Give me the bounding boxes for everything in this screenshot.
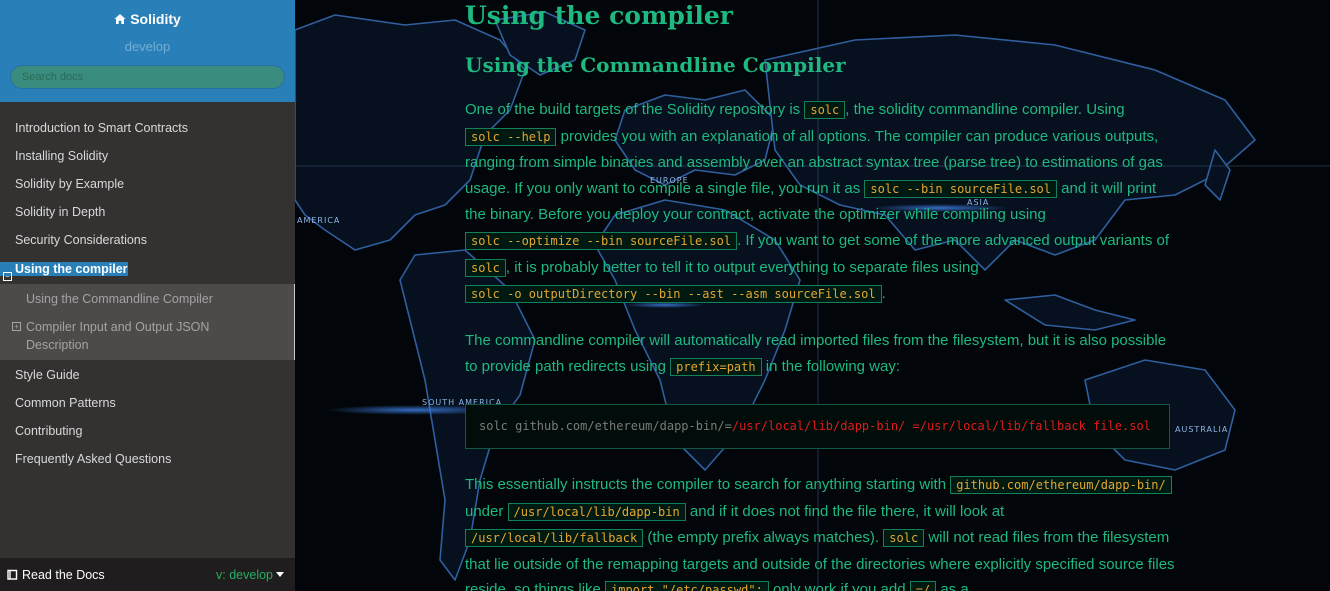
inline-code: solc <box>883 529 925 548</box>
inline-code: solc -o outputDirectory --bin --ast --as… <box>465 285 882 304</box>
landmass-asia <box>764 34 1256 271</box>
nav-item-in-depth[interactable]: Solidity in Depth <box>15 205 106 219</box>
collapse-icon[interactable]: − <box>3 272 12 281</box>
nav-item-style-guide[interactable]: Style Guide <box>15 368 80 382</box>
section-heading: Using the Commandline Compiler <box>465 53 846 77</box>
inline-code: solc --bin sourceFile.sol <box>864 179 1058 198</box>
sidebar: Solidity develop Introduction to Smart C… <box>0 0 295 591</box>
expand-icon[interactable]: + <box>12 322 21 331</box>
nav-item-by-example[interactable]: Solidity by Example <box>15 177 125 191</box>
text: The commandline compiler will automatica… <box>465 332 1167 375</box>
text: and if it does not find the file there, … <box>685 502 1005 520</box>
caret-down-icon <box>276 572 284 577</box>
nav-item-installing[interactable]: Installing Solidity <box>15 149 109 163</box>
text: . <box>881 285 886 303</box>
paragraph-explanation: This essentially instructs the compiler … <box>465 472 1180 591</box>
landmass-europe <box>614 89 776 186</box>
nav-item-using-compiler[interactable]: − Using the compiler <box>0 262 128 281</box>
rtd-version-bar[interactable]: Read the Docs v: develop <box>0 558 295 591</box>
home-icon <box>114 14 126 24</box>
project-name: Solidity <box>130 11 181 27</box>
main-content: AMERICA EUROPE ASIA SOUTH AMERICA AUSTRA… <box>295 0 1330 591</box>
text: as a <box>936 581 969 591</box>
version-label: develop <box>124 39 171 54</box>
rtd-label-group: Read the Docs <box>7 568 105 582</box>
inline-code: =/ <box>909 581 937 591</box>
landmass-indonesia <box>1004 294 1136 331</box>
nav-current-label: Using the compiler <box>15 262 128 276</box>
text: under <box>465 502 508 520</box>
map-label-south-america: SOUTH AMERICA <box>422 398 502 407</box>
code-block: solc github.com/ethereum/dapp-bin/=/usr/… <box>465 404 1170 449</box>
map-label-australia: AUSTRALIA <box>1175 425 1228 434</box>
nav-subitem-json-label: Compiler Input and Output JSON Descripti… <box>26 320 210 352</box>
code-highlight: /usr/local/lib/dapp-bin/ =/usr/local/lib… <box>731 419 1151 433</box>
paragraph-intro: One of the build targets of the Solidity… <box>465 97 1180 308</box>
code-plain: solc github.com/ethereum/dapp-bin/= <box>479 419 732 433</box>
version-switcher[interactable]: v: develop <box>216 568 284 582</box>
text: . If you want to get some of the more ad… <box>737 231 1170 249</box>
inline-code: solc --optimize --bin sourceFile.sol <box>465 231 738 250</box>
map-label-europe: EUROPE <box>650 176 689 185</box>
text: in the following way: <box>761 357 901 375</box>
inline-code: solc <box>465 258 506 277</box>
inline-code: prefix=path <box>670 357 762 376</box>
map-label-asia: ASIA <box>967 198 989 207</box>
search-input[interactable] <box>10 65 285 89</box>
inline-code: github.com/ethereum/dapp-bin/ <box>950 476 1172 494</box>
nav-menu: Introduction to Smart Contracts Installi… <box>0 114 295 473</box>
page-title: Using the compiler <box>465 1 733 30</box>
version-switcher-label: v: develop <box>216 567 273 582</box>
text: (the empty prefix always matches). <box>643 529 884 547</box>
nav-item-intro[interactable]: Introduction to Smart Contracts <box>15 121 188 135</box>
nav-subsection: Using the Commandline Compiler + Compile… <box>0 284 295 360</box>
nav-subitem-json[interactable]: + Compiler Input and Output JSON Descrip… <box>0 313 294 360</box>
text: provides you with an explanation of all … <box>465 127 1163 197</box>
inline-code: /usr/local/lib/dapp-bin <box>507 502 686 521</box>
landmass-north-america <box>295 14 526 251</box>
text: This essentially instructs the compiler … <box>465 476 951 493</box>
project-home-link[interactable]: Solidity <box>114 11 181 27</box>
nav-item-common-patterns[interactable]: Common Patterns <box>15 396 116 410</box>
nav-item-faq[interactable]: Frequently Asked Questions <box>15 452 172 466</box>
inline-code: solc <box>804 101 846 119</box>
text: , it is probably better to tell it to ou… <box>505 258 979 276</box>
nav-item-contributing[interactable]: Contributing <box>15 424 83 438</box>
text: One of the build targets of the Solidity… <box>465 101 805 118</box>
landmass-japan <box>1204 149 1231 201</box>
rtd-label: Read the Docs <box>22 567 105 582</box>
inline-code: solc --help <box>465 127 557 146</box>
text: and it will print the binary. Before you… <box>465 179 1157 224</box>
book-icon <box>7 569 18 580</box>
inline-code: /usr/local/lib/fallback <box>465 529 644 548</box>
text: , the solidity commandline compiler. Usi… <box>845 101 1125 118</box>
text: will not read files from the filesystem … <box>465 529 1175 591</box>
sidebar-header: Solidity develop <box>0 0 295 102</box>
paragraph-redirects: The commandline compiler will automatica… <box>465 328 1180 380</box>
map-label-america: AMERICA <box>297 216 340 225</box>
nav-item-security[interactable]: Security Considerations <box>15 233 148 247</box>
text: only work if you add <box>768 581 910 591</box>
inline-code: import "/etc/passwd"; <box>605 581 769 591</box>
nav-subitem-commandline[interactable]: Using the Commandline Compiler <box>26 292 213 306</box>
landmass-greenland <box>494 11 586 76</box>
